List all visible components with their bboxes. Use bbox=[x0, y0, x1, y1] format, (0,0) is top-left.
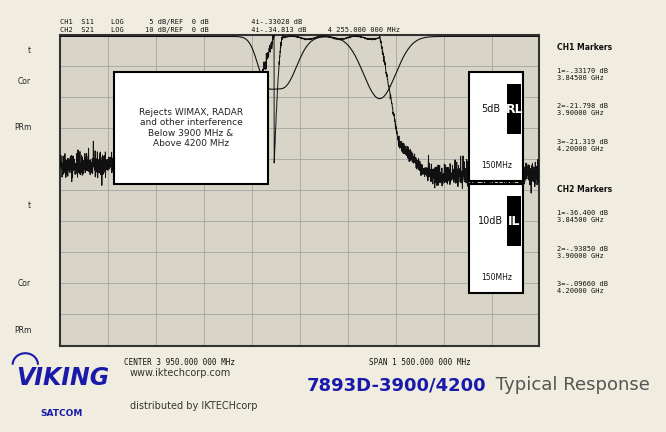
Text: SATCOM: SATCOM bbox=[40, 409, 83, 418]
Text: Cor: Cor bbox=[18, 279, 31, 288]
FancyBboxPatch shape bbox=[469, 72, 523, 181]
Text: www.iktechcorp.com: www.iktechcorp.com bbox=[130, 368, 231, 378]
Text: PRm: PRm bbox=[14, 124, 31, 132]
Text: RL: RL bbox=[505, 103, 523, 116]
Text: 1=-.33170 dB
3.84500 GHz: 1=-.33170 dB 3.84500 GHz bbox=[557, 68, 608, 81]
Text: 7893D-3900/4200: 7893D-3900/4200 bbox=[306, 376, 486, 394]
Text: 2=-21.798 dB
3.90000 GHz: 2=-21.798 dB 3.90000 GHz bbox=[557, 103, 608, 116]
Text: t: t bbox=[28, 46, 31, 54]
Text: CH2 Markers: CH2 Markers bbox=[557, 185, 612, 194]
Text: IL: IL bbox=[508, 215, 520, 228]
Text: 1=-36.400 dB
3.84500 GHz: 1=-36.400 dB 3.84500 GHz bbox=[557, 210, 608, 223]
Text: t: t bbox=[28, 201, 31, 210]
Text: SPAN 1 500.000 000 MHz: SPAN 1 500.000 000 MHz bbox=[369, 358, 470, 367]
Text: 10dB: 10dB bbox=[478, 216, 503, 226]
Text: 2=-.93850 dB
3.90000 GHz: 2=-.93850 dB 3.90000 GHz bbox=[557, 246, 608, 259]
Text: 5dB: 5dB bbox=[482, 104, 500, 114]
Text: CH2  S21    LOG     10 dB/REF  0 dB          4i-.34.813 dB     4 255.000 000 MHz: CH2 S21 LOG 10 dB/REF 0 dB 4i-.34.813 dB… bbox=[60, 27, 400, 33]
Text: Rejects WIMAX, RADAR
and other interference
Below 3900 MHz &
Above 4200 MHz: Rejects WIMAX, RADAR and other interfere… bbox=[139, 108, 243, 148]
Text: distributed by IKTECHcorp: distributed by IKTECHcorp bbox=[130, 401, 257, 411]
Text: CENTER 3 950.000 000 MHz: CENTER 3 950.000 000 MHz bbox=[125, 358, 235, 367]
Text: PRm: PRm bbox=[14, 326, 31, 334]
Text: CH1  S11    LOG      5 dB/REF  0 dB          4i-.33028 dB: CH1 S11 LOG 5 dB/REF 0 dB 4i-.33028 dB bbox=[60, 19, 302, 25]
Text: 3=-.09660 dB
4.20000 GHz: 3=-.09660 dB 4.20000 GHz bbox=[557, 281, 608, 294]
Text: 3=-21.319 dB
4.20000 GHz: 3=-21.319 dB 4.20000 GHz bbox=[557, 139, 608, 152]
Text: Typical Response: Typical Response bbox=[490, 376, 649, 394]
Text: 150MHz: 150MHz bbox=[481, 273, 511, 282]
FancyBboxPatch shape bbox=[507, 84, 521, 134]
FancyBboxPatch shape bbox=[115, 72, 268, 184]
Text: 150MHz: 150MHz bbox=[481, 161, 511, 170]
Text: Cor: Cor bbox=[18, 77, 31, 86]
FancyBboxPatch shape bbox=[507, 196, 521, 246]
FancyBboxPatch shape bbox=[469, 184, 523, 293]
Text: VIKING: VIKING bbox=[17, 366, 110, 391]
Text: CH1 Markers: CH1 Markers bbox=[557, 43, 612, 52]
